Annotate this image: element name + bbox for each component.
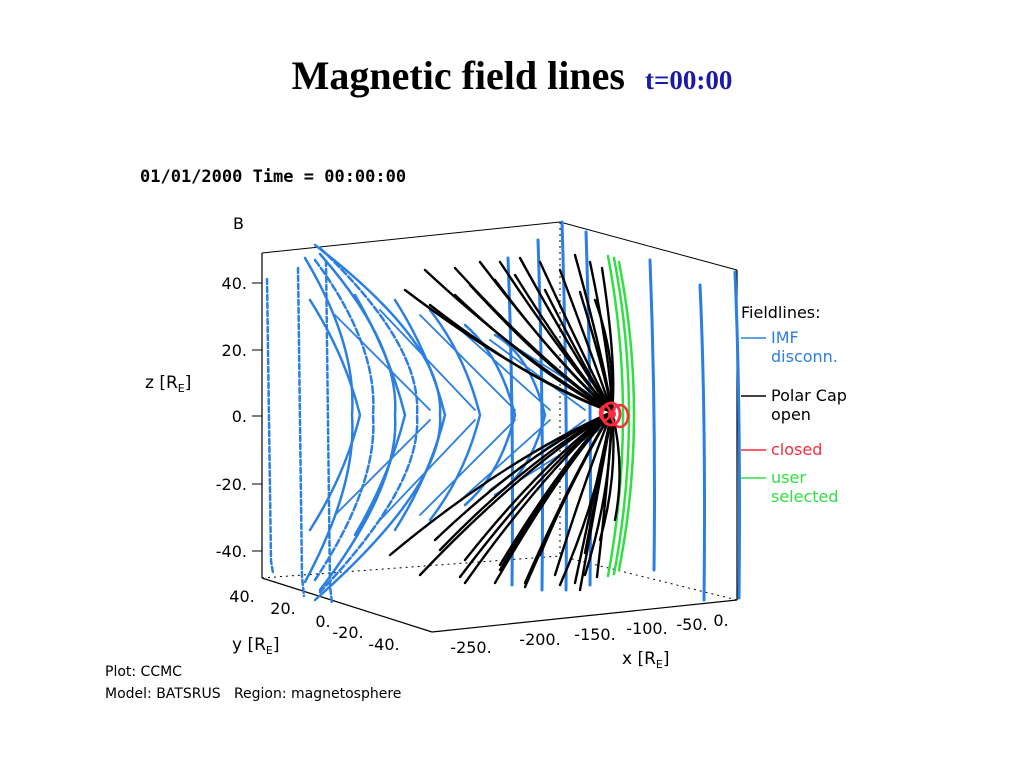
polar-cap-fieldline [558,410,614,587]
x-tick-label: -250. [450,638,491,657]
box-edge-hidden [559,555,738,601]
imf-fieldline [313,258,375,582]
y-tick-label: -20. [332,623,363,642]
polar-cap-fieldline [453,293,614,414]
imf-fieldline [303,256,354,584]
slide-time-label: t=00:00 [644,65,733,95]
x-tick-label: -100. [626,619,667,638]
footer-plot-line: Plot: CCMC [105,664,182,680]
imf-fieldline [454,419,551,506]
imf-fieldline [353,293,407,537]
box-edge [431,599,738,633]
variable-label: B [233,214,244,233]
imf-fieldline [419,419,516,516]
imf-fieldline [454,324,551,411]
polar-cap-fieldline [433,410,614,542]
imf-fieldline [265,277,275,575]
imf-fieldline [648,258,656,572]
z-tick-label: -20. [216,475,247,494]
polar-cap-fieldline [493,278,614,414]
imf-fieldline [698,283,706,602]
box-edge [261,221,561,254]
plot-header: 01/01/2000 Time = 00:00:00 [140,167,406,187]
box-edge [559,221,738,271]
y-axis-label: y [RE] [232,635,280,657]
x-axis-label: x [RE] [622,649,670,671]
polar-cap-fieldline [438,410,614,552]
polar-cap-fieldline [428,303,614,414]
polar-cap-fieldline [553,410,614,577]
polar-cap-fieldline [463,410,614,585]
imf-fieldline [733,270,741,600]
legend-label: IMF [771,328,799,347]
legend-label: user [771,468,806,487]
user-fieldline [617,260,636,572]
imf-fieldline [313,243,442,602]
polar-cap-fieldline [538,260,614,414]
imf-fieldline [489,339,586,411]
fieldlines-layer [265,220,741,606]
polar-cap-fieldline [583,410,614,577]
slide-title-text: Magnetic field lines [291,53,625,98]
legend-label: open [771,405,811,424]
polar-cap-fieldline [418,410,614,577]
slide-title: Magnetic field lines t=00:00 [0,52,1024,99]
imf-fieldline [318,246,419,594]
imf-fieldline [334,419,431,516]
x-tick-label: -200. [519,630,560,649]
y-tick-label: 0. [315,612,330,631]
legend-label: disconn. [771,347,838,366]
x-tick-label: -50. [676,615,707,634]
imf-fieldline [308,298,362,532]
earth-marker [608,410,616,418]
footer-model-line: Model: BATSRUS Region: magnetosphere [105,686,401,702]
y-tick-label: 40. [229,587,254,606]
z-axis-label: z [RE] [145,373,191,395]
polar-cap-fieldline [468,283,614,414]
polar-cap-fieldline [463,410,614,562]
box-edge [261,577,433,633]
imf-fieldline [296,266,306,598]
legend-title: Fieldlines: [741,303,821,322]
legend-label: closed [771,440,822,459]
polar-cap-fieldline [513,273,614,414]
polar-cap-fieldline [498,410,614,572]
z-tick-label: 40. [222,274,247,293]
polar-cap-fieldline [593,298,614,414]
imf-fieldline [393,298,447,532]
imf-fieldline [419,314,516,411]
y-tick-label: 20. [270,599,295,618]
legend-label: selected [771,487,839,506]
polar-cap-fieldline [558,268,614,414]
z-tick-label: -40. [216,542,247,561]
z-tick-label: 0. [232,407,247,426]
imf-fieldline [334,314,431,411]
x-tick-label: 0. [713,611,728,630]
box-edge-hidden [261,555,561,579]
imf-fieldline [506,256,514,587]
y-tick-label: -40. [368,635,399,654]
closed-fieldline [600,401,622,427]
z-tick-label: 20. [222,341,247,360]
axis-ticks-layer: 40.20.0.-20.-40.40.20.0.-20.-40. -250. -20… [216,274,729,657]
user-fieldline [606,254,625,578]
legend-label: Polar Cap [771,386,847,405]
x-tick-label: -150. [574,625,615,644]
imf-fieldline [428,308,482,522]
